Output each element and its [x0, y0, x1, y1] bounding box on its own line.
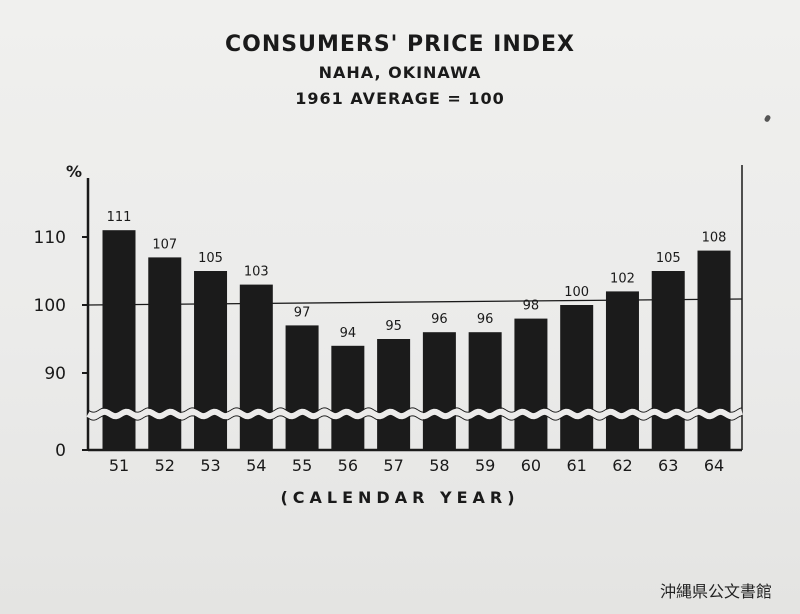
- bar: [285, 325, 319, 450]
- bar-value-label: 96: [431, 312, 448, 327]
- bar-value-label: 103: [244, 265, 269, 280]
- archive-stamp: 沖縄県公文書館: [659, 582, 772, 601]
- x-tick-label: 52: [155, 456, 175, 475]
- x-tick-label: 56: [338, 456, 358, 475]
- bar: [514, 318, 548, 450]
- bar-value-label: 95: [385, 319, 402, 334]
- bar-value-label: 105: [656, 251, 681, 266]
- bar: [697, 250, 731, 450]
- y-tick-label: 110: [34, 228, 66, 248]
- bar: [377, 339, 411, 450]
- x-tick-label: 57: [383, 456, 403, 475]
- bar: [605, 291, 639, 450]
- title-block: CONSUMERS' PRICE INDEX NAHA, OKINAWA 196…: [0, 30, 800, 112]
- x-tick-label: 64: [704, 456, 724, 475]
- x-tick-label: 62: [612, 456, 632, 475]
- y-tick-label: 100: [34, 296, 66, 316]
- bar: [422, 332, 456, 450]
- bar-value-label: 94: [340, 326, 357, 341]
- bar: [239, 284, 273, 450]
- axis-break-band: [86, 408, 743, 420]
- x-tick-label: 59: [475, 456, 495, 475]
- x-tick-label: 51: [109, 456, 129, 475]
- y-tick-label: 0: [55, 441, 66, 461]
- bar: [331, 345, 365, 450]
- x-tick-label: 58: [429, 456, 449, 475]
- bar-value-label: 100: [564, 285, 589, 300]
- chart-title: CONSUMERS' PRICE INDEX: [224, 32, 575, 57]
- axis-break-line-upper: [87, 407, 743, 413]
- bar-value-label: 97: [294, 305, 311, 320]
- bar: [468, 332, 502, 450]
- bar-value-label: 107: [152, 237, 177, 252]
- bar: [194, 271, 228, 450]
- chart-subtitle-base: 1961 AVERAGE = 100: [295, 89, 505, 108]
- x-tick-label: 54: [246, 456, 266, 475]
- x-tick-label: 53: [200, 456, 220, 475]
- reference-line-100: [87, 298, 743, 306]
- x-tick-label: 63: [658, 456, 678, 475]
- bar-value-label: 98: [523, 299, 540, 314]
- bar-value-label: 108: [702, 231, 727, 246]
- bar-value-label: 102: [610, 271, 635, 286]
- y-tick-label: 90: [44, 364, 66, 384]
- bar-value-label: 96: [477, 312, 494, 327]
- axis-break-line-lower: [87, 415, 743, 421]
- chart-subtitle-location: NAHA, OKINAWA: [318, 63, 482, 82]
- bar: [560, 305, 594, 450]
- bar-value-label: 111: [107, 210, 132, 225]
- bar-value-label: 105: [198, 251, 223, 266]
- x-tick-label: 61: [567, 456, 587, 475]
- x-axis-label: (CALENDAR YEAR): [280, 488, 520, 507]
- bar: [148, 257, 182, 450]
- y-axis-unit-label: %: [66, 162, 82, 181]
- x-tick-label: 55: [292, 456, 312, 475]
- x-tick-label: 60: [521, 456, 541, 475]
- bar: [651, 271, 685, 450]
